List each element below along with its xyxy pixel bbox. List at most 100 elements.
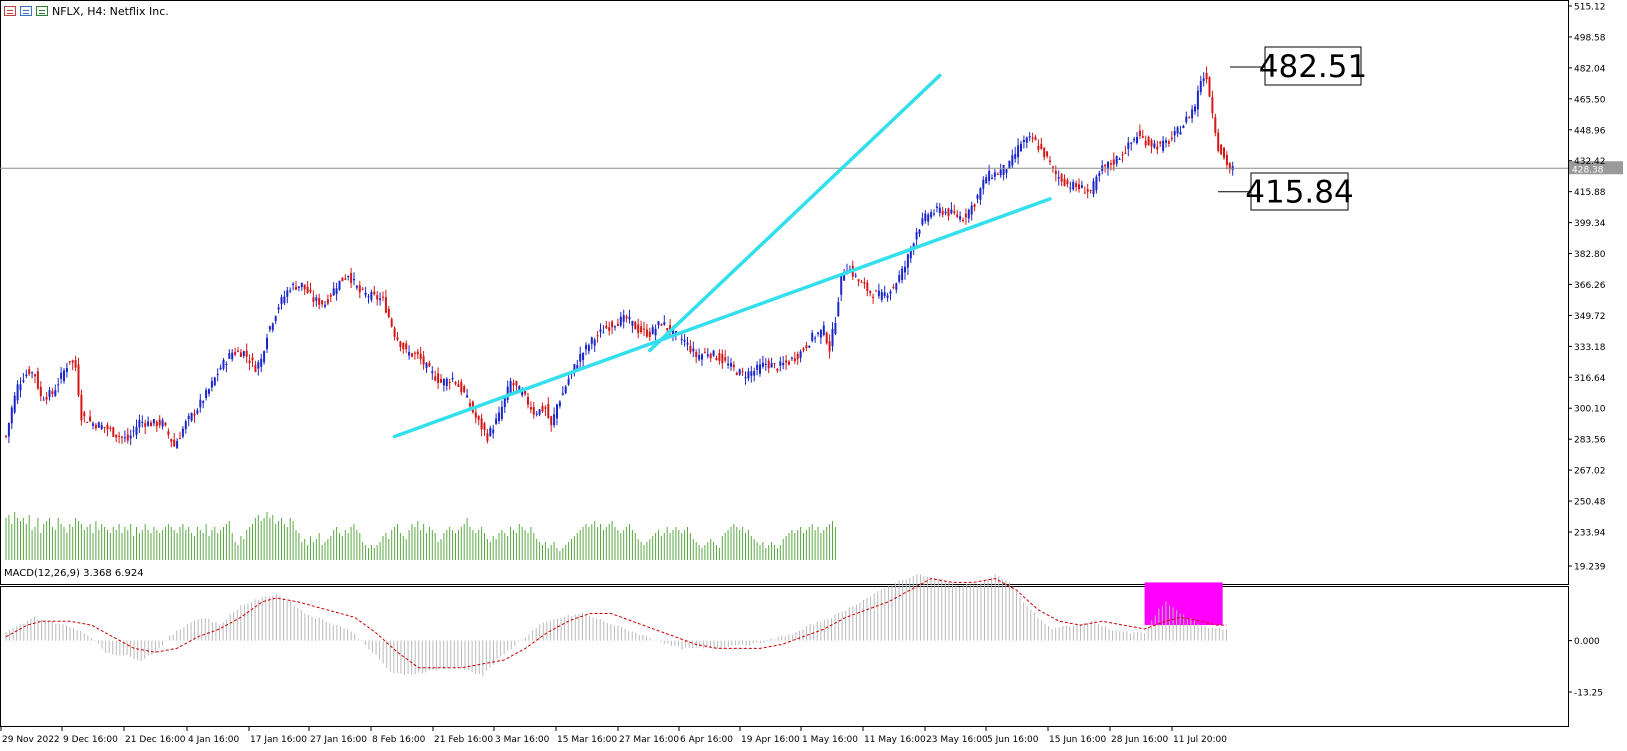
candle-body — [251, 357, 254, 361]
candle — [1025, 136, 1028, 149]
candle — [1124, 145, 1127, 154]
candle-body — [1121, 154, 1124, 156]
candle — [353, 272, 355, 286]
candle-body — [747, 371, 750, 379]
annotation-label: 482.51 — [1259, 49, 1367, 85]
candle — [904, 260, 906, 280]
candle-body — [28, 369, 31, 375]
candle — [315, 294, 318, 307]
line-chart-icon[interactable] — [36, 6, 48, 16]
candle-body — [822, 325, 825, 335]
candle-body — [405, 343, 408, 350]
candle — [1072, 179, 1075, 191]
candle — [1115, 155, 1118, 167]
price-tick-label: 233.94 — [1574, 529, 1606, 539]
candle — [715, 355, 718, 361]
candle-body — [686, 342, 689, 345]
candle-body — [535, 413, 538, 415]
candle-body — [509, 381, 512, 393]
candle-body — [532, 407, 535, 415]
candle — [538, 408, 541, 417]
candle — [1127, 136, 1130, 157]
candle-body — [451, 377, 454, 380]
candle-body — [918, 229, 921, 234]
candle — [257, 360, 260, 376]
candle — [698, 348, 701, 362]
candle-body — [144, 423, 147, 427]
price-tick-label: 448.96 — [1574, 126, 1606, 136]
candle-body — [721, 353, 724, 364]
candle-body — [576, 365, 579, 370]
candle — [1109, 159, 1112, 171]
candle-body — [651, 327, 654, 334]
price-annotation[interactable]: 482.51 — [1230, 46, 1367, 86]
candle — [889, 289, 892, 301]
trend-lines[interactable] — [392, 73, 1052, 439]
candle — [825, 331, 828, 345]
candle — [1133, 136, 1136, 143]
candle-body — [625, 316, 628, 319]
candle — [297, 286, 300, 292]
candle — [1196, 85, 1199, 117]
candle — [358, 280, 361, 299]
candle — [721, 349, 724, 369]
candle — [924, 210, 927, 224]
candle — [1170, 131, 1173, 142]
candle — [129, 429, 132, 446]
candle-body — [709, 353, 712, 359]
candle-body — [556, 404, 558, 419]
candle-body — [1011, 155, 1014, 166]
candle-body — [425, 362, 428, 369]
price-annotations[interactable]: 482.51 415.84 — [1218, 46, 1367, 211]
candle — [411, 352, 413, 358]
candle — [996, 172, 999, 175]
candle — [1075, 180, 1078, 192]
candle — [793, 351, 796, 365]
candle — [245, 343, 248, 364]
candle — [364, 286, 367, 298]
candle-body — [1072, 181, 1075, 190]
candle-body — [947, 208, 950, 217]
candle-body — [811, 332, 814, 341]
candle-body — [782, 363, 785, 366]
main-chart-frame — [0, 0, 1569, 585]
candle-body — [1063, 178, 1066, 186]
candle-body — [353, 278, 355, 281]
candle — [979, 187, 982, 205]
candle — [953, 204, 956, 216]
candle — [535, 410, 538, 417]
candle — [970, 201, 973, 221]
macd-panel-frame — [0, 586, 1569, 727]
candle — [1020, 140, 1022, 152]
candle — [234, 347, 237, 357]
price-annotation[interactable]: 415.84 — [1218, 172, 1354, 211]
trend-line-2 — [648, 73, 942, 353]
candle-body — [164, 422, 167, 426]
candle-body — [266, 337, 268, 349]
candle-body — [129, 435, 132, 439]
candle-chart-icon[interactable] — [20, 6, 32, 16]
candle-body — [440, 379, 442, 383]
candle — [379, 292, 382, 306]
candle-body — [277, 307, 280, 310]
candle — [440, 374, 442, 384]
candle — [274, 315, 277, 325]
candle — [132, 425, 135, 438]
candle-body — [666, 327, 669, 330]
candle-body — [97, 422, 100, 428]
candle-body — [248, 360, 251, 363]
candle-body — [413, 352, 416, 354]
candle-body — [210, 381, 213, 388]
candle-body — [213, 377, 216, 386]
candle — [466, 388, 469, 398]
time-tick-label: 4 Jan 16:00 — [188, 735, 240, 745]
candle — [263, 350, 266, 365]
candle — [1185, 111, 1188, 124]
candle-body — [1173, 131, 1176, 136]
candle-body — [1156, 146, 1159, 150]
candle-body — [350, 273, 353, 283]
candle-body — [173, 439, 176, 447]
bar-chart-icon[interactable] — [4, 6, 16, 16]
